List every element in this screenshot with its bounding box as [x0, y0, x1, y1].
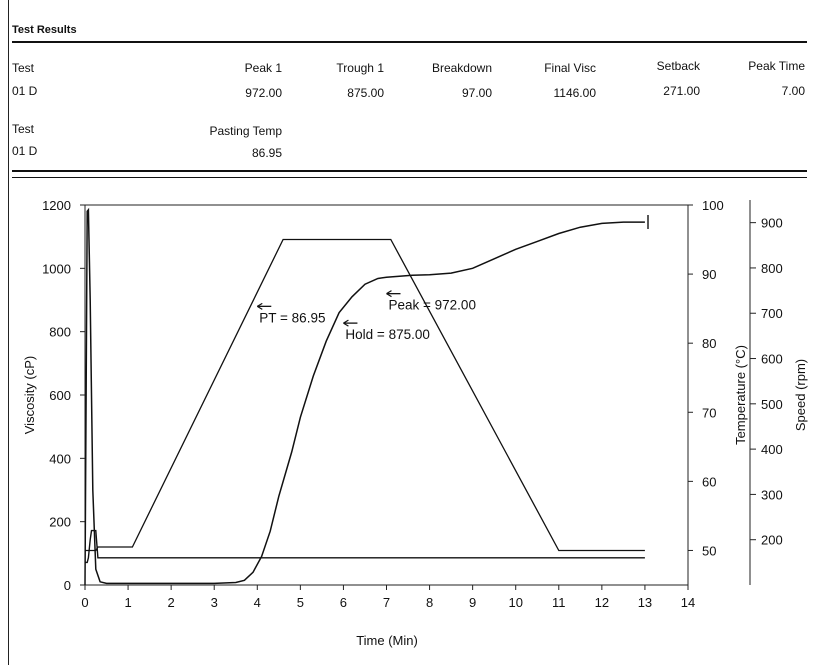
x-tick-label: 3	[211, 595, 218, 610]
row2-test-value: 01 D	[12, 144, 38, 158]
col-value-peak1: 972.00	[245, 86, 282, 100]
y-tick-label: 0	[64, 578, 71, 593]
x-tick-label: 12	[595, 595, 609, 610]
row1-test-label: Test	[12, 61, 35, 75]
col-label-final-visc: Final Visc	[544, 61, 596, 75]
y-tick-label: 800	[49, 325, 71, 340]
speed-tick-label: 600	[761, 352, 783, 367]
col-value-final-visc: 1146.00	[553, 86, 597, 100]
col-label-breakdown: Breakdown	[431, 61, 492, 75]
y-tick-label: 1000	[42, 261, 71, 276]
viscosity-series-line	[84, 207, 645, 586]
x-tick-label: 5	[297, 595, 304, 610]
x-axis-title: Time (Min)	[356, 633, 418, 648]
temperature-tick-label: 90	[702, 267, 716, 282]
results-title: Test Results	[12, 24, 77, 36]
col-value-breakdown: 97.00	[461, 86, 492, 100]
plot-frame	[84, 204, 689, 586]
title-rule	[12, 41, 807, 43]
temperature-tick-label: 60	[702, 474, 716, 489]
speed-axis-title: Speed (rpm)	[793, 359, 808, 431]
col-label-peak1: Peak 1	[244, 61, 282, 75]
annotation-label: Peak = 972.00	[389, 298, 476, 313]
temperature-tick-label: 80	[702, 336, 716, 351]
col-value-pasting-temp: 86.95	[251, 146, 282, 160]
x-tick-label: 14	[681, 595, 695, 610]
temperature-tick-label: 70	[702, 405, 716, 420]
col-label-setback: Setback	[656, 59, 700, 73]
temperature-axis-title: Temperature (°C)	[733, 345, 748, 445]
temperature-tick-label: 50	[702, 543, 716, 558]
y-tick-label: 400	[49, 451, 71, 466]
y-tick-label: 1200	[42, 198, 71, 213]
speed-tick-label: 200	[761, 533, 783, 548]
x-tick-label: 4	[254, 595, 261, 610]
speed-tick-label: 500	[761, 397, 783, 412]
col-value-peak-time: 7.00	[781, 84, 805, 98]
y-tick-label: 600	[49, 388, 71, 403]
annotation-label: PT = 86.95	[259, 310, 325, 325]
x-tick-label: 9	[469, 595, 476, 610]
x-tick-label: 6	[340, 595, 347, 610]
col-value-setback: 271.00	[663, 84, 700, 98]
speed-axis-ticks: 200 300 400 500 600 700 800 900	[750, 216, 783, 548]
x-tick-label: 1	[124, 595, 131, 610]
x-tick-label: 7	[383, 595, 390, 610]
x-tick-label: 11	[552, 595, 566, 610]
x-tick-label: 0	[81, 595, 88, 610]
speed-tick-label: 900	[761, 216, 783, 231]
annotation-arrow-head	[386, 290, 392, 298]
speed-tick-label: 300	[761, 487, 783, 502]
annotation-arrow-head	[256, 302, 263, 310]
y-tick-label: 200	[49, 515, 71, 530]
row1-test-value: 01 D	[12, 84, 38, 98]
header-bottom-rule	[12, 170, 807, 172]
x-tick-label: 8	[426, 595, 433, 610]
chart-top-rule	[12, 177, 807, 178]
temperature-series-line	[85, 238, 645, 552]
col-label-peak-time: Peak Time	[748, 59, 805, 73]
x-tick-label: 13	[638, 595, 652, 610]
y-axis-title: Viscosity (cP)	[22, 356, 37, 435]
x-tick-label: 2	[168, 595, 175, 610]
col-label-trough1: Trough 1	[336, 61, 384, 75]
page-left-border	[8, 0, 9, 665]
annotation-label: Hold = 875.00	[345, 327, 429, 342]
row2-test-label: Test	[12, 122, 35, 136]
col-label-pasting-temp: Pasting Temp	[209, 124, 283, 138]
col-value-trough1: 875.00	[347, 86, 384, 100]
annotation-arrow-head	[343, 319, 349, 327]
temperature-tick-label: 100	[702, 198, 724, 213]
speed-tick-label: 700	[761, 306, 783, 321]
speed-series-line	[85, 529, 645, 564]
x-axis-ticks: 0 1 2 3 4 5 6 7 8 9 10 11 12 13 14	[81, 585, 695, 610]
speed-tick-label: 800	[761, 261, 783, 276]
viscosity-axis-ticks: 0 200 400 600 800 1000 1200	[42, 198, 85, 593]
x-tick-label: 10	[508, 595, 522, 610]
speed-tick-label: 400	[761, 442, 783, 457]
temperature-axis-ticks: 50 60 70 80 90 100	[688, 198, 724, 558]
annotations: PT = 86.95 Peak = 972.00 Hold = 875.00	[256, 290, 476, 342]
